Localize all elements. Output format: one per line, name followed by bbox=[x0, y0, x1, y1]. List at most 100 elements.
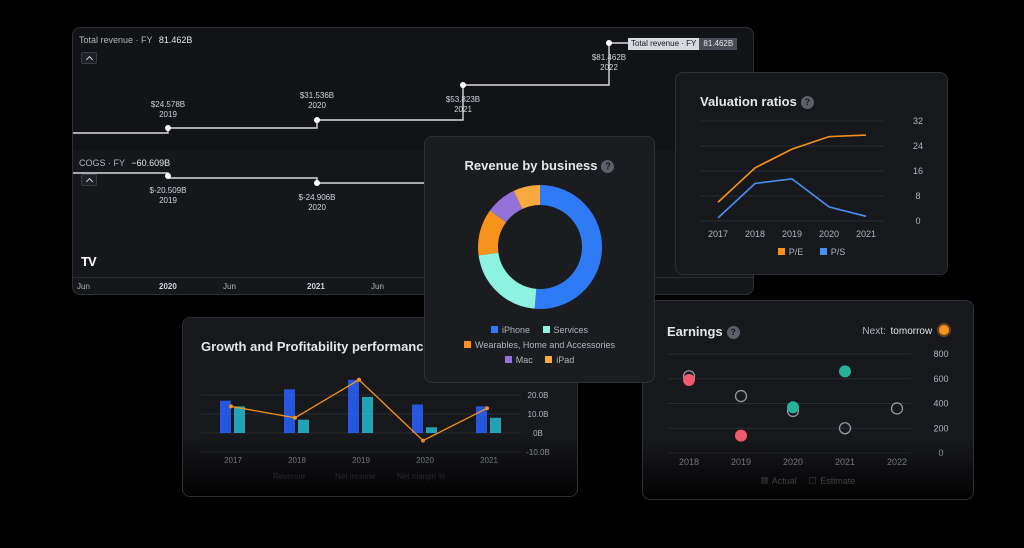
legend-item[interactable]: iPad bbox=[545, 355, 574, 365]
help-icon[interactable]: ? bbox=[726, 326, 740, 339]
donut-slice-wearables bbox=[478, 210, 507, 256]
cogs-point bbox=[165, 173, 171, 179]
actual-point bbox=[787, 401, 799, 414]
y-tick-label: 400 bbox=[933, 399, 948, 409]
cogs-step-line bbox=[73, 172, 433, 184]
earnings-card: Earnings? Next: tomorrow 800 600 400 200 0 20… bbox=[642, 300, 974, 500]
legend-item[interactable]: Mac bbox=[504, 355, 533, 365]
x-tick-label: 2020 bbox=[783, 457, 803, 467]
collapse-cogs-button[interactable] bbox=[81, 174, 97, 186]
estimate-point bbox=[734, 389, 748, 403]
revenue-point bbox=[314, 117, 320, 123]
y-tick-label: 0B bbox=[533, 429, 543, 438]
bar bbox=[490, 417, 501, 433]
margin-point bbox=[229, 404, 233, 409]
legend-item[interactable]: P/E bbox=[777, 247, 803, 257]
earnings-chart: 800 600 400 200 0 2018 2019 2020 2021 2022 bbox=[667, 349, 949, 467]
y-tick-label: 24 bbox=[913, 141, 923, 151]
donut-legend: iPhone Services Wearables, Home and Acce… bbox=[425, 323, 654, 368]
time-axis-label: Jun bbox=[77, 282, 90, 291]
revenue-point-label: $31.536B 2020 bbox=[299, 91, 335, 110]
revenue-donut bbox=[478, 185, 603, 309]
margin-point bbox=[485, 406, 489, 411]
x-tick-label: 2018 bbox=[745, 229, 765, 239]
valuation-title: Valuation ratios? bbox=[700, 94, 814, 109]
y-tick-label: 32 bbox=[913, 116, 923, 126]
x-tick-label: 2017 bbox=[224, 456, 242, 465]
cogs-legend: COGS · FY −60.609B bbox=[79, 158, 170, 168]
cogs-point-label: $-20.509B 2019 bbox=[149, 186, 187, 205]
legend-item[interactable]: Actual bbox=[760, 476, 797, 486]
valuation-card: Valuation ratios? 32 24 16 8 0 2017 2018 2019 20… bbox=[675, 72, 948, 275]
revenue-point-label: $24.578B 2019 bbox=[150, 100, 186, 119]
bar bbox=[426, 427, 437, 433]
x-tick-label: 2022 bbox=[887, 457, 907, 467]
y-tick-label: 20.0B bbox=[528, 391, 549, 400]
cogs-point bbox=[314, 180, 320, 186]
x-tick-label: 2019 bbox=[352, 456, 370, 465]
bar bbox=[234, 406, 245, 433]
earnings-legend: Actual Estimate bbox=[643, 476, 973, 486]
legend-item[interactable]: Wearables, Home and Accessories bbox=[464, 340, 615, 350]
time-axis-label: 2020 bbox=[159, 282, 177, 291]
time-axis-label: Jun bbox=[371, 282, 384, 291]
chevron-up-icon bbox=[85, 177, 93, 186]
actual-point bbox=[735, 429, 747, 442]
legend-label: Net margin % bbox=[397, 472, 445, 481]
x-tick-label: 2020 bbox=[819, 229, 839, 239]
cogs-label: COGS · FY bbox=[79, 158, 125, 168]
legend-label: Revenue bbox=[273, 472, 306, 481]
tradingview-logo: TV bbox=[81, 254, 97, 269]
valuation-legend: P/E P/S bbox=[676, 247, 947, 257]
y-tick-label: 200 bbox=[933, 423, 948, 433]
legend-label: Net income bbox=[335, 472, 376, 481]
revenue-point-label: $53.823B 2021 bbox=[445, 95, 481, 114]
x-tick-label: 2021 bbox=[835, 457, 855, 467]
x-tick-label: 2019 bbox=[731, 457, 751, 467]
next-earnings: Next: tomorrow bbox=[862, 325, 949, 337]
donut-slice-services bbox=[478, 252, 537, 309]
legend-item[interactable]: P/S bbox=[819, 247, 845, 257]
cogs-point-label: $-24.906B 2020 bbox=[298, 193, 336, 212]
cogs-value: −60.609B bbox=[131, 158, 171, 168]
estimate-point bbox=[890, 402, 904, 415]
time-axis-label: 2021 bbox=[307, 282, 325, 291]
help-icon[interactable]: ? bbox=[800, 96, 814, 109]
x-tick-label: 2021 bbox=[480, 456, 498, 465]
revenue-legend: Total revenue · FY 81.462B bbox=[79, 35, 192, 45]
revenue-value: 81.462B bbox=[158, 35, 193, 45]
y-tick-label: 600 bbox=[933, 374, 948, 384]
collapse-revenue-button[interactable] bbox=[81, 52, 97, 64]
revenue-by-business-card: Revenue by business? iPhone Services Wea… bbox=[424, 136, 655, 383]
x-tick-label: 2018 bbox=[679, 457, 699, 467]
series-line-pe bbox=[717, 134, 867, 203]
estimate-point bbox=[838, 422, 852, 435]
bar bbox=[362, 396, 373, 433]
revenue-tooltip: Total revenue · FY 81.462B bbox=[628, 38, 738, 50]
valuation-chart: 32 24 16 8 0 2017 2018 2019 2020 2021 bbox=[700, 116, 923, 239]
x-tick-label: 2017 bbox=[708, 229, 728, 239]
donut-slice-mac bbox=[489, 190, 523, 223]
growth-title: Growth and Profitability performance bbox=[201, 339, 431, 354]
legend-item[interactable]: Estimate bbox=[809, 476, 855, 486]
y-tick-label: 0 bbox=[915, 216, 920, 226]
y-tick-label: -10.0B bbox=[526, 448, 550, 457]
bar bbox=[284, 389, 295, 433]
time-axis-label: Jun bbox=[223, 282, 236, 291]
actual-point bbox=[683, 373, 695, 386]
revenue-label: Total revenue · FY bbox=[79, 35, 153, 45]
bar bbox=[298, 419, 309, 433]
revenue-by-business-title: Revenue by business? bbox=[425, 158, 654, 173]
bar bbox=[476, 406, 487, 433]
x-tick-label: 2019 bbox=[782, 229, 802, 239]
y-tick-label: 10.0B bbox=[528, 410, 549, 419]
legend-item[interactable]: iPhone bbox=[490, 325, 530, 335]
legend-item[interactable]: Services bbox=[542, 325, 588, 335]
earnings-title: Earnings? bbox=[667, 324, 740, 339]
x-tick-label: 2020 bbox=[416, 456, 434, 465]
revenue-point bbox=[460, 82, 466, 88]
revenue-point-label: $81.462B 2022 bbox=[591, 53, 627, 72]
help-icon[interactable]: ? bbox=[601, 160, 615, 173]
x-tick-label: 2018 bbox=[288, 456, 306, 465]
margin-point bbox=[293, 415, 297, 420]
